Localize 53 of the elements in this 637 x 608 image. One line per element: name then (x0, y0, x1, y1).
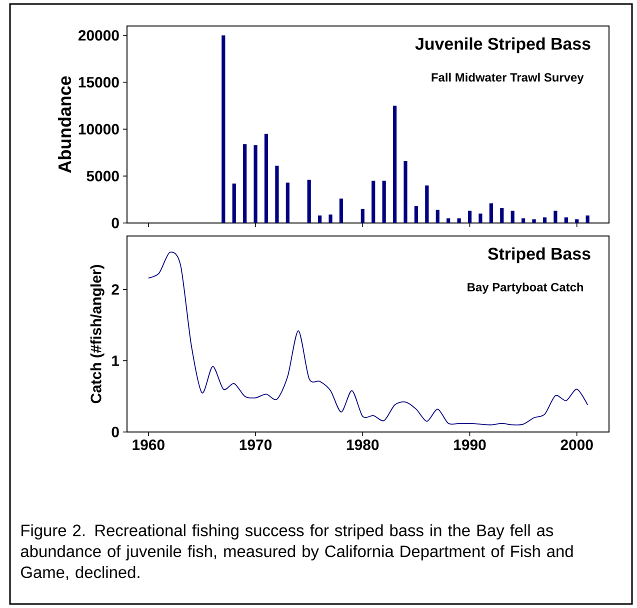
y-tick-label: 0 (112, 426, 119, 438)
x-tick-label: 1970 (240, 440, 272, 450)
bar (457, 218, 461, 223)
bar (360, 208, 364, 223)
bar (264, 134, 268, 223)
bar (404, 161, 408, 223)
bar (510, 210, 514, 223)
text: Bay Partyboat Catch (468, 282, 584, 294)
y-tick-label: 5000 (86, 170, 119, 182)
bar (286, 182, 290, 223)
y-tick-label: 0 (112, 218, 119, 228)
bar (446, 218, 450, 223)
bar (392, 106, 397, 223)
y-tick-label: 15000 (78, 76, 119, 88)
y-tick-label: 1 (112, 356, 120, 366)
y-tick-label: 10000 (78, 124, 119, 134)
bar (532, 219, 536, 223)
bar (425, 185, 429, 223)
y-axis-title: Abundance (58, 76, 72, 173)
x-tick-label: 1990 (454, 440, 486, 450)
x-tick-label: 1960 (132, 440, 164, 450)
y-tick-label: 2 (112, 284, 119, 295)
bar (254, 145, 258, 223)
bar (575, 219, 579, 223)
caption: Figure 2. Recreational fishing success for striped bass in the Bay fell as abundance of juvenile fish, measured by California Department of Fish and Game, declined. (20, 524, 573, 580)
bar (542, 217, 547, 223)
bar (414, 206, 418, 223)
x-tick-label: 2000 (560, 440, 593, 450)
bar (478, 214, 482, 223)
bar (232, 184, 236, 223)
bar (222, 35, 226, 223)
bar (522, 218, 526, 223)
bar (554, 210, 558, 223)
bar (372, 180, 376, 223)
bar (500, 208, 504, 223)
x-tick-label: 1980 (346, 440, 379, 450)
bar (318, 215, 322, 223)
bar (328, 214, 332, 223)
text: Striped Bass (488, 247, 590, 264)
text: Fall Midwater Trawl Survey (432, 72, 584, 84)
bar (339, 198, 344, 223)
y-axis-title: Catch (#fish/angler) (90, 264, 104, 404)
bar (468, 210, 472, 223)
text: Juvenile Striped Bass (415, 37, 590, 54)
y-tick-label: 20000 (78, 30, 119, 41)
bar (564, 217, 568, 223)
bar (436, 210, 440, 223)
bar (489, 203, 493, 223)
bar (586, 215, 590, 223)
bar (382, 180, 386, 223)
bar (243, 144, 247, 223)
bar (275, 166, 279, 223)
bar (307, 180, 311, 223)
